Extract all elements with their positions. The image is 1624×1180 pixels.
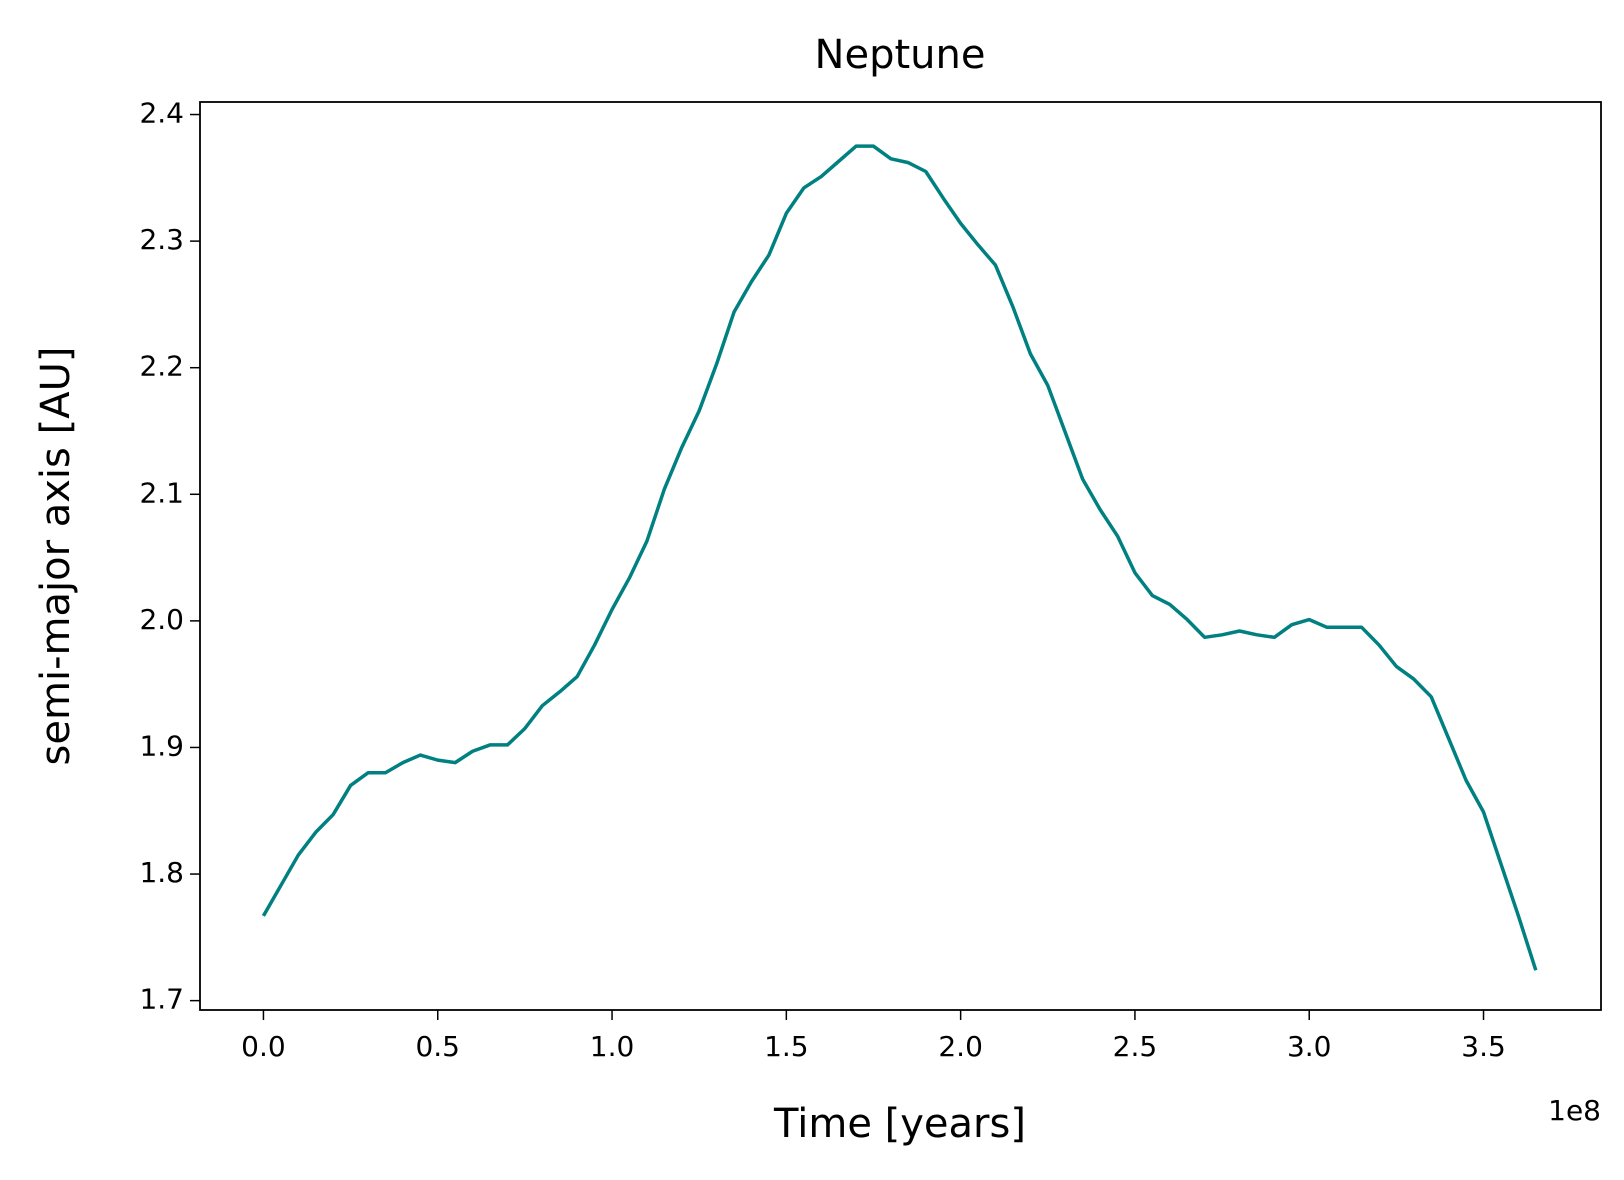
data-line: [261, 144, 1538, 971]
y-tick-label: 1.9: [139, 729, 184, 762]
y-tick-label: 2.1: [139, 476, 184, 509]
x-tick-label: 2.5: [1113, 1030, 1158, 1063]
y-tick-label: 2.3: [139, 223, 184, 256]
x-tick-label: 3.5: [1461, 1030, 1506, 1063]
y-tick-label: 1.8: [139, 856, 184, 889]
x-tick-label: 0.5: [415, 1030, 460, 1063]
y-tick-label: 2.0: [139, 603, 184, 636]
x-tick-label: 1.5: [764, 1030, 809, 1063]
x-tick-label: 2.0: [938, 1030, 983, 1063]
x-offset-label: 1e8: [1548, 1094, 1601, 1127]
plot-frame: [199, 101, 1602, 1011]
y-tick-label: 2.2: [139, 350, 184, 383]
x-tick-label: 1.0: [590, 1030, 635, 1063]
x-axis-label: Time [years]: [773, 1101, 1026, 1147]
chart-title: Neptune: [815, 32, 986, 78]
y-tick-label: 2.4: [139, 97, 184, 130]
y-tick-label: 1.7: [139, 983, 184, 1016]
y-axis-label: semi-major axis [AU]: [33, 347, 79, 766]
x-tick-label: 0.0: [241, 1030, 286, 1063]
x-tick-label: 3.0: [1287, 1030, 1332, 1063]
